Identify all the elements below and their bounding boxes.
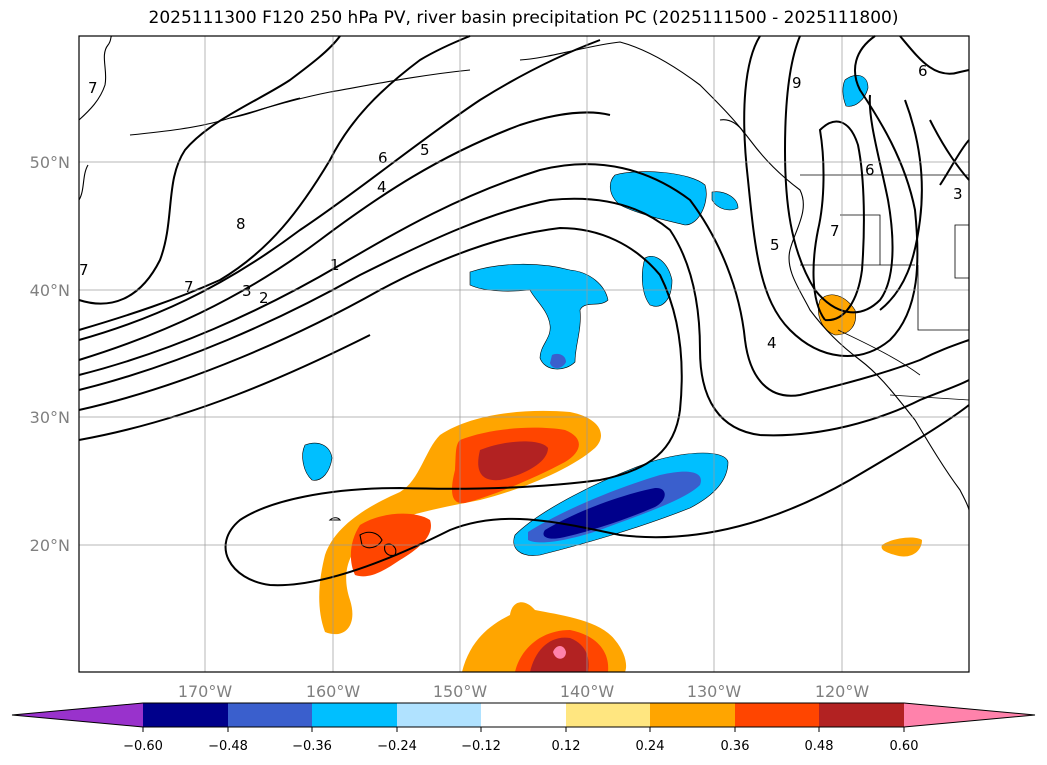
map-title: 2025111300 F120 250 hPa PV, river basin …	[148, 8, 899, 28]
pv-contour	[78, 111, 611, 361]
contour-labels: 7 8 6 5 4 1 3 2 7 6 6 9 3 5 4 7 7	[79, 62, 963, 352]
pos-anomaly-patch	[881, 537, 922, 557]
lon-label: 130°W	[687, 682, 742, 701]
colorbar-tick-label: 0.36	[721, 739, 750, 754]
lat-label: 20°N	[30, 536, 70, 555]
pv-contour	[78, 163, 970, 397]
lat-label: 40°N	[30, 281, 70, 300]
lat-label: 30°N	[30, 408, 70, 427]
colorbar-tick-label: 0.48	[805, 739, 834, 754]
map-area	[79, 36, 969, 672]
colorbar-tick-label: 0.24	[636, 739, 665, 754]
colorbar-tick-label: −0.24	[377, 739, 417, 754]
pv-contour	[783, 35, 894, 314]
lon-label: 160°W	[306, 682, 361, 701]
contour-label: 6	[918, 62, 928, 80]
colorbar: −0.60 −0.48 −0.36 −0.24 −0.12 0.12 0.24 …	[11, 702, 1036, 754]
contour-label: 2	[259, 289, 269, 307]
lon-label: 150°W	[433, 682, 488, 701]
colorbar-segment	[228, 703, 312, 727]
colorbar-tick-label: 0.60	[890, 739, 919, 754]
neg-anomaly-patch	[550, 353, 566, 369]
neg-anomaly-patch	[842, 75, 869, 107]
contour-label: 9	[792, 74, 802, 92]
neg-anomaly-patch	[711, 191, 739, 211]
pv-contour	[78, 334, 371, 441]
contour-label: 7	[184, 278, 194, 296]
pv-contours	[78, 35, 970, 587]
colorbar-over-arrow	[904, 703, 1035, 727]
contour-label: 8	[236, 215, 246, 233]
contour-label: 1	[330, 256, 340, 274]
pv-contour	[78, 39, 601, 341]
colorbar-segment	[566, 703, 650, 727]
pv-contour	[879, 99, 923, 311]
colorbar-segment	[397, 703, 481, 727]
pv-contour	[78, 35, 341, 305]
colorbar-segment	[650, 703, 735, 727]
lat-label: 50°N	[30, 153, 70, 172]
contour-label: 4	[767, 334, 777, 352]
contour-label: 5	[770, 236, 780, 254]
pv-contour	[939, 139, 970, 186]
pv-contour	[929, 119, 970, 181]
pv-contour	[78, 35, 471, 331]
colorbar-tick-label: −0.36	[292, 739, 332, 754]
contour-label: 7	[79, 261, 89, 279]
contour-label: 6	[378, 149, 388, 167]
contour-label: 7	[88, 79, 98, 97]
contour-label: 3	[242, 282, 252, 300]
colorbar-tick-label: −0.48	[208, 739, 248, 754]
pos-anomaly-core	[478, 441, 548, 481]
colorbar-segment	[143, 703, 228, 727]
colorbar-segment	[312, 703, 397, 727]
pv-contour	[78, 197, 970, 437]
neg-anomaly-patch	[610, 171, 707, 226]
neg-anomaly-patch	[641, 256, 673, 307]
colorbar-tick-label: −0.60	[123, 739, 163, 754]
colorbar-segment	[481, 703, 566, 727]
gridlines	[79, 36, 969, 672]
contour-label: 4	[377, 178, 387, 196]
precip-shading	[302, 75, 922, 672]
pos-anomaly-peak	[553, 646, 566, 659]
colorbar-segment	[819, 703, 904, 727]
contour-label: 7	[830, 222, 840, 240]
lon-label: 120°W	[815, 682, 870, 701]
contour-label: 5	[420, 141, 430, 159]
contour-label: 3	[953, 185, 963, 203]
pv-contour	[78, 226, 970, 587]
lon-label: 140°W	[560, 682, 615, 701]
neg-anomaly-patch	[302, 442, 333, 481]
lat-labels: 50°N 40°N 30°N 20°N	[30, 153, 70, 555]
pos-anomaly-patch	[818, 294, 856, 336]
contour-label: 6	[865, 161, 875, 179]
colorbar-tick-label: −0.12	[461, 739, 501, 754]
map-frame	[78, 35, 970, 673]
lon-label: 170°W	[178, 682, 233, 701]
colorbar-under-arrow	[12, 703, 143, 727]
lon-labels: 170°W 160°W 150°W 140°W 130°W 120°W	[178, 682, 870, 701]
colorbar-segment	[735, 703, 819, 727]
colorbar-tick-label: 0.12	[552, 739, 581, 754]
pv-contour	[899, 35, 970, 75]
